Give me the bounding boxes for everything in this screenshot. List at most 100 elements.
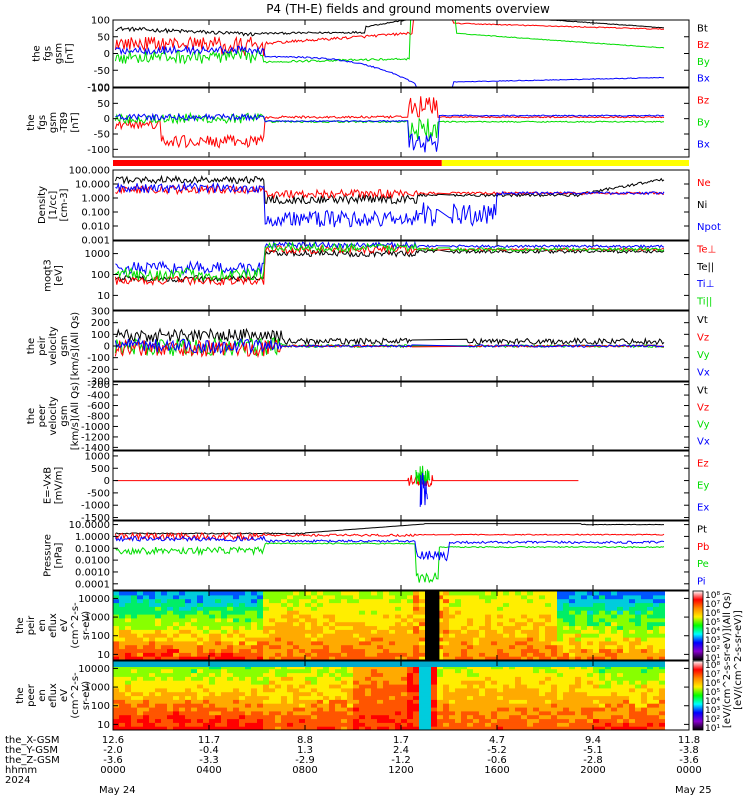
spectrogram-cell: [353, 633, 360, 638]
spectrogram-cell: [335, 602, 342, 607]
spectrogram-cell: [569, 687, 576, 693]
spectrogram-cell: [137, 707, 144, 712]
spectrogram-cell: [569, 699, 576, 704]
spectrogram-cell: [359, 707, 366, 712]
spectrogram-cell: [623, 676, 630, 681]
spectrogram-cell: [653, 633, 660, 638]
spectrogram-cell: [287, 617, 294, 623]
spectrogram-cell: [503, 598, 510, 604]
spectrogram-cell: [449, 614, 456, 619]
spectrogram-cell: [473, 652, 480, 657]
spectrogram-cell: [629, 726, 636, 730]
spectrogram-cell: [347, 703, 354, 708]
spectrogram-cell: [329, 591, 336, 596]
spectrogram-cell: [371, 699, 378, 704]
spectrogram-cell: [647, 637, 654, 642]
spectrogram-cell: [365, 680, 372, 685]
spectrogram-cell: [281, 710, 288, 716]
spectrogram-cell: [179, 633, 186, 638]
spectrogram-cell: [533, 621, 540, 627]
spectrogram-cell: [503, 633, 510, 638]
spectrogram-cell: [401, 722, 408, 727]
spectrogram-cell: [161, 722, 168, 727]
spectrogram-cell: [143, 718, 150, 723]
spectrogram-cell: [431, 691, 438, 697]
spectrogram-cell: [473, 691, 480, 697]
spectrogram-cell: [443, 707, 450, 712]
spectrogram-cell: [257, 598, 264, 604]
spectrogram-cell: [131, 672, 138, 677]
spectrogram-cell: [515, 621, 522, 627]
spectrogram-cell: [347, 614, 354, 619]
spectrogram-cell: [281, 617, 288, 623]
spectrogram-cell: [209, 606, 216, 611]
spectrogram-cell: [365, 637, 372, 642]
spectrogram-cell: [263, 606, 270, 611]
spectrogram-cell: [611, 633, 618, 638]
spectrogram-cell: [341, 614, 348, 619]
spectrogram-cell: [173, 633, 180, 638]
spectrogram-cell: [341, 684, 348, 689]
spectrogram-cell: [131, 617, 138, 623]
spectrogram-cell: [419, 699, 426, 704]
spectrogram-cell: [617, 621, 624, 627]
spectrogram-cell: [215, 598, 222, 604]
spectrogram-cell: [629, 656, 636, 660]
spectrogram-cell: [491, 640, 498, 646]
spectrogram-cell: [617, 722, 624, 727]
spectrogram-cell: [227, 680, 234, 685]
spectrogram-cell: [221, 718, 228, 723]
spectrogram-cell: [155, 602, 162, 607]
spectrogram-cell: [131, 668, 138, 674]
spectrogram-cell: [173, 710, 180, 716]
spectrogram-cell: [287, 726, 294, 730]
colorbar-tick-label: 10⁵: [705, 618, 720, 628]
spectrogram-cell: [413, 695, 420, 700]
spectrogram-cell: [125, 633, 132, 638]
spectrogram-cell: [179, 699, 186, 704]
spectrogram-cell: [329, 637, 336, 642]
spectrogram-cell: [455, 598, 462, 604]
spectrogram-cell: [521, 606, 528, 611]
spectrogram-cell: [425, 726, 432, 730]
spectrogram-cell: [143, 598, 150, 604]
spectrogram-cell: [389, 614, 396, 619]
spectrogram-cell: [299, 695, 306, 700]
spectrogram-cell: [245, 625, 252, 630]
spectrogram-cell: [497, 640, 504, 646]
spectrogram-cell: [635, 714, 642, 720]
spectrogram-cell: [587, 644, 594, 650]
spectrogram-cell: [557, 656, 564, 660]
spectrogram-cell: [371, 625, 378, 630]
spectrogram-cell: [563, 594, 570, 600]
spectrogram-cell: [581, 640, 588, 646]
spectrogram-cell: [257, 718, 264, 723]
spectrogram-cell: [407, 591, 414, 596]
spectrogram-cell: [167, 610, 174, 615]
spectrogram-cell: [329, 625, 336, 630]
spectrogram-cell: [179, 676, 186, 681]
spectrogram-cell: [161, 594, 168, 600]
spectrogram-cell: [353, 684, 360, 689]
spectrogram-cell: [221, 621, 228, 627]
spectrogram-cell: [365, 676, 372, 681]
spectrogram-cell: [125, 707, 132, 712]
spectrogram-cell: [605, 680, 612, 685]
y-axis-label: (cm^2-s-: [70, 602, 81, 649]
spectrogram-cell: [449, 640, 456, 646]
spectrogram-cell: [293, 648, 300, 653]
spectrogram-cell: [311, 598, 318, 604]
spectrogram-cell: [149, 610, 156, 615]
spectrogram-cell: [455, 707, 462, 712]
spectrogram-cell: [461, 656, 468, 660]
spectrogram-cell: [647, 629, 654, 634]
spectrogram-cell: [329, 695, 336, 700]
spectrogram-cell: [515, 594, 522, 600]
spectrogram-cell: [599, 591, 606, 596]
spectrogram-cell: [233, 718, 240, 723]
spectrogram-cell: [191, 680, 198, 685]
spectrogram-cell: [395, 687, 402, 693]
spectrogram-cell: [599, 625, 606, 630]
spectrogram-cell: [317, 617, 324, 623]
spectrogram-cell: [545, 703, 552, 708]
